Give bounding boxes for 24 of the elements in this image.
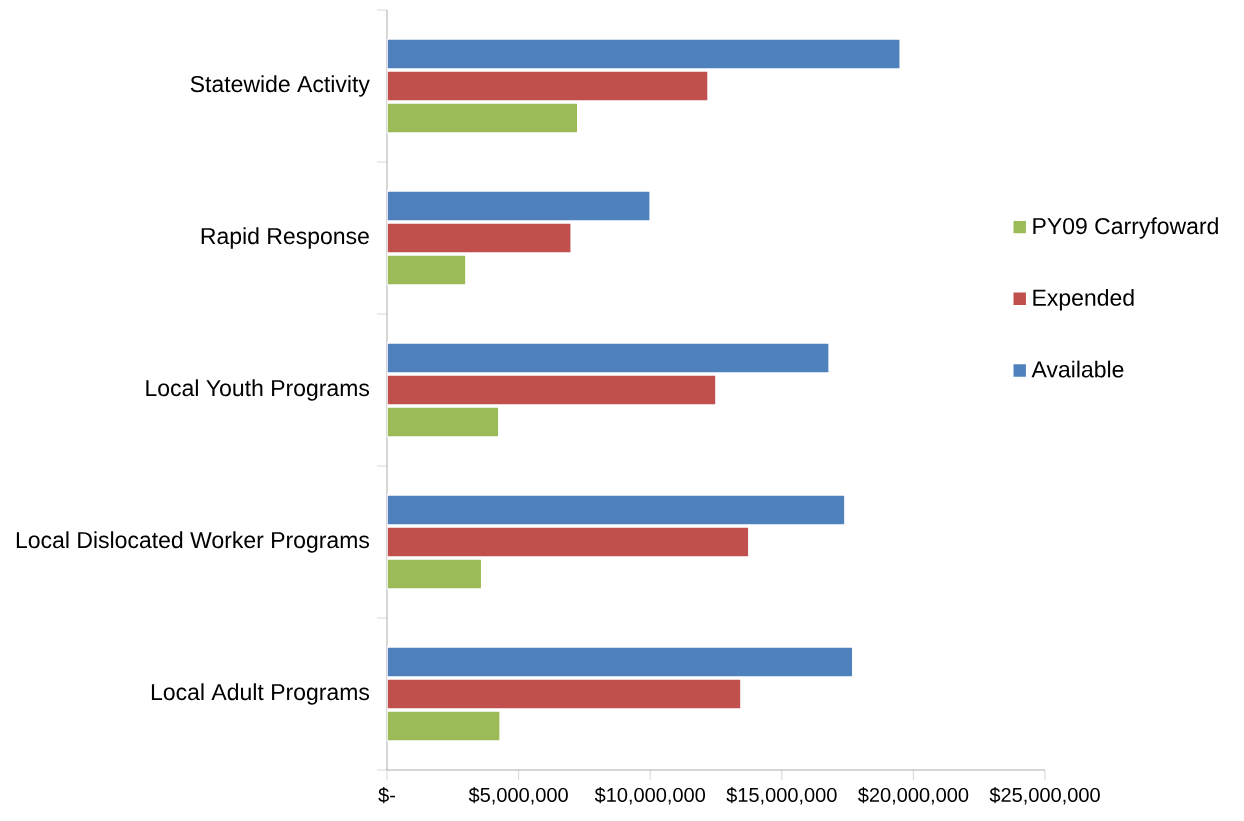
bar <box>387 374 717 406</box>
bar <box>387 406 500 438</box>
x-tick-label: $10,000,000 <box>594 787 706 805</box>
legend-label: PY09 Carryfoward <box>1033 217 1218 239</box>
bar <box>387 526 750 558</box>
bar <box>387 70 709 102</box>
y-tick-label: Rapid Response <box>201 227 369 249</box>
y-tick-label: Local Adult Programs <box>151 683 370 705</box>
y-tick-label: Local Youth Programs <box>146 379 370 401</box>
y-tick-label: Local Dislocated Worker Programs <box>16 531 370 553</box>
bar <box>387 254 467 286</box>
x-tick-label: $- <box>378 787 395 804</box>
y-tick-label: Statewide Activity <box>190 75 370 97</box>
legend-label: Available <box>1031 360 1124 378</box>
bar <box>387 222 573 254</box>
bar <box>387 102 579 134</box>
bar <box>387 678 742 710</box>
x-tick-label: $25,000,000 <box>989 787 1100 805</box>
legend-label: Expended <box>1033 288 1134 311</box>
bar <box>387 710 501 742</box>
bar <box>387 558 483 590</box>
x-tick-label: $15,000,000 <box>726 787 837 805</box>
x-tick-label: $20,000,000 <box>858 787 969 805</box>
x-tick-label: $5,000,000 <box>468 787 568 805</box>
